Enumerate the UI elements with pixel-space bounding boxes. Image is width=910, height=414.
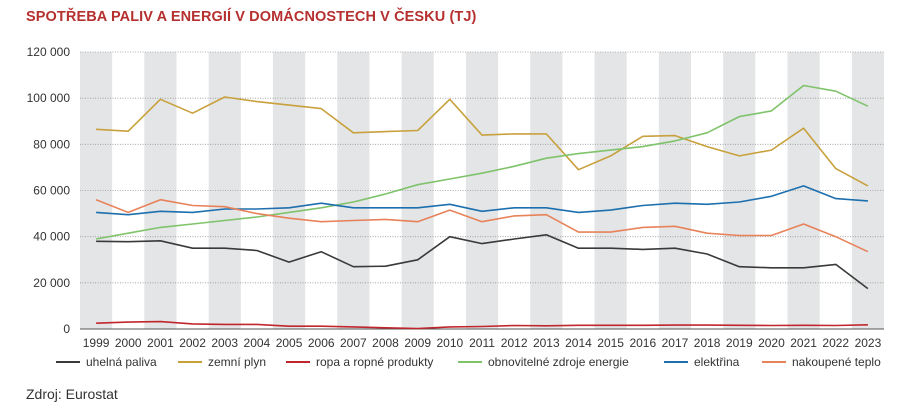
x-tick-label: 2001 <box>147 336 174 350</box>
y-tick-label: 20 000 <box>33 276 70 290</box>
x-tick-label: 2020 <box>758 336 785 350</box>
legend-item: zemní plyn <box>178 355 266 369</box>
series-lines <box>95 84 869 330</box>
y-tick-label: 0 <box>63 322 70 336</box>
legend-label: ropa a ropné produkty <box>316 355 433 369</box>
x-tick-label: 1999 <box>83 336 110 350</box>
y-tick-label: 60 000 <box>33 184 70 198</box>
x-tick-label: 2002 <box>179 336 206 350</box>
source-note: Zdroj: Eurostat <box>26 386 118 402</box>
y-tick-label: 120 000 <box>27 45 71 59</box>
x-tick-label: 2007 <box>340 336 367 350</box>
legend-label: elektřina <box>694 355 740 369</box>
legend-item: uhelná paliva <box>56 355 157 369</box>
x-tick-label: 2008 <box>372 336 399 350</box>
x-tick-label: 2014 <box>565 336 592 350</box>
series-line <box>96 185 868 216</box>
x-tick-label: 2011 <box>469 336 495 350</box>
column-band <box>658 52 692 329</box>
legend-item: ropa a ropné produkty <box>286 355 433 369</box>
x-tick-label: 2000 <box>115 336 142 350</box>
x-axis-tick-labels: 1999 2000 2001 2002 2003 2004 2005 2006 2007 2008… <box>83 336 882 350</box>
legend-label: obnovitelné zdroje energie <box>488 355 629 369</box>
x-tick-label: 2019 <box>726 336 753 350</box>
chart-title: SPOTŘEBA PALIV A ENERGIÍ V DOMÁCNOSTECH … <box>26 9 477 25</box>
x-tick-label: 2021 <box>790 336 817 350</box>
x-tick-label: 2004 <box>244 336 271 350</box>
legend-label: uhelná paliva <box>86 355 157 369</box>
x-tick-label: 2010 <box>436 336 463 350</box>
x-tick-label: 2003 <box>211 336 238 350</box>
series-line <box>96 234 869 290</box>
legend-label: zemní plyn <box>208 355 266 369</box>
series-line <box>95 198 869 253</box>
x-tick-label: 2023 <box>855 336 882 350</box>
y-tick-label: 40 000 <box>33 230 70 244</box>
y-tick-label: 80 000 <box>33 137 70 151</box>
x-tick-label: 2006 <box>308 336 335 350</box>
legend: uhelná paliva zemní plyn ropa a ropné prod… <box>56 355 881 369</box>
series-line <box>96 96 869 187</box>
x-tick-label: 2018 <box>694 336 721 350</box>
x-tick-label: 2016 <box>629 336 656 350</box>
horizontal-gridlines <box>80 51 884 330</box>
y-tick-label: 100 000 <box>27 91 71 105</box>
y-axis-tick-labels: 0 20 000 40 000 60 000 80 000 100 000 120 000 <box>27 45 71 336</box>
legend-item: elektřina <box>664 355 740 369</box>
series-line <box>96 320 868 330</box>
x-tick-label: 2015 <box>597 336 624 350</box>
x-tick-label: 2012 <box>501 336 528 350</box>
x-tick-label: 2022 <box>822 336 849 350</box>
legend-item: obnovitelné zdroje energie <box>458 355 629 369</box>
series-line <box>95 84 869 240</box>
x-tick-label: 2013 <box>533 336 560 350</box>
legend-label: nakoupené teplo <box>792 355 881 369</box>
legend-item: nakoupené teplo <box>762 355 881 369</box>
column-band <box>80 52 113 329</box>
x-tick-label: 2009 <box>404 336 431 350</box>
x-tick-label: 2017 <box>662 336 689 350</box>
x-tick-label: 2005 <box>276 336 303 350</box>
